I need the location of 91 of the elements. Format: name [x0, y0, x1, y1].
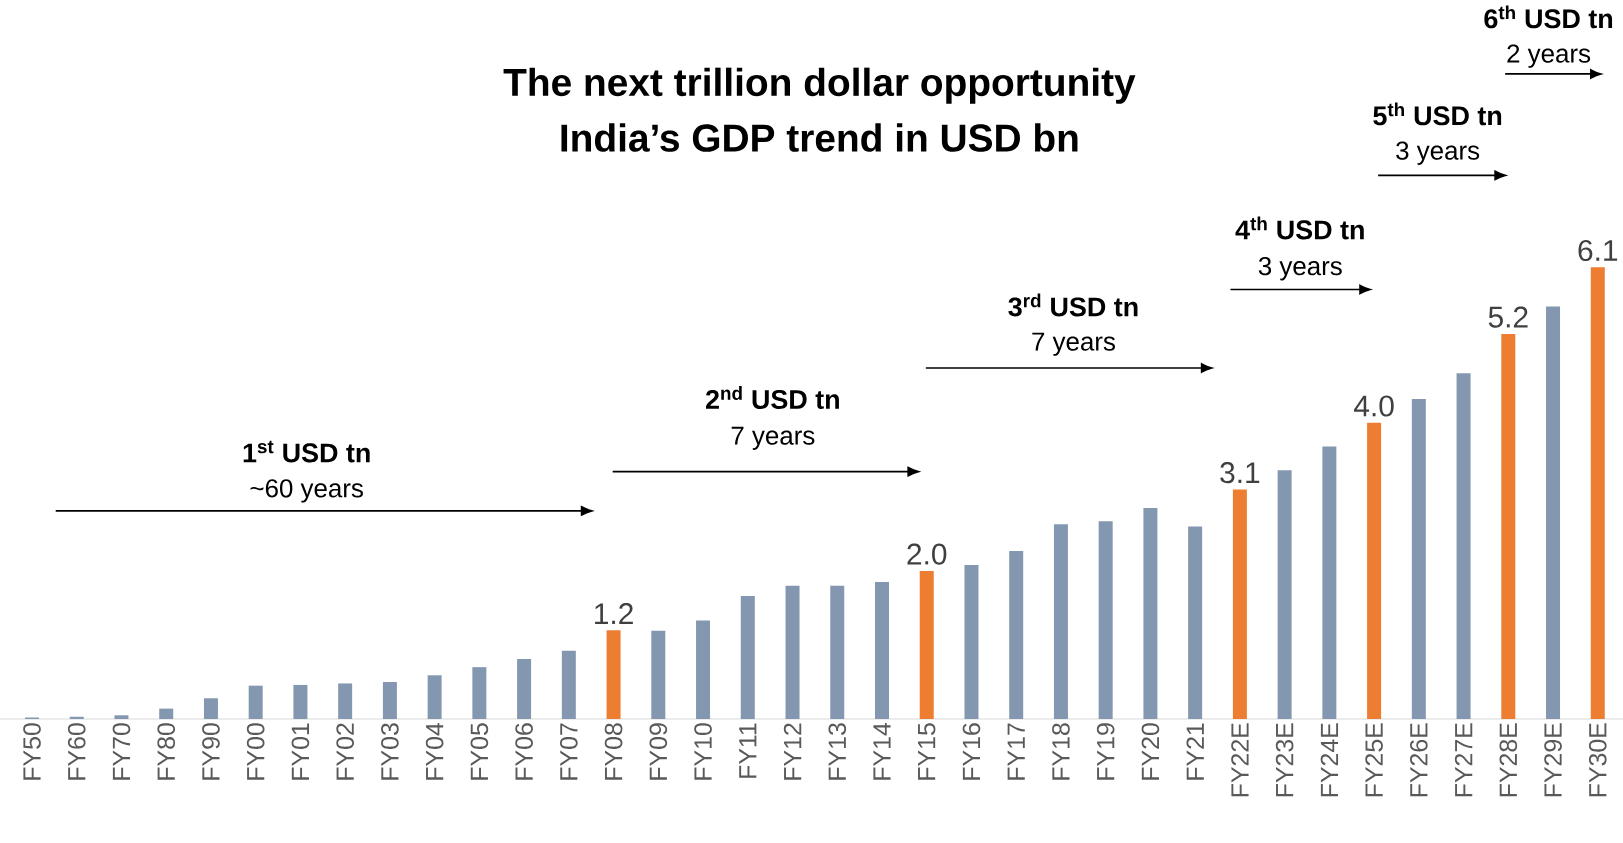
- x-tick-label: FY15: [918, 723, 936, 780]
- text: 3 years: [1396, 141, 1480, 165]
- x-tick-label: FY09: [649, 723, 668, 780]
- bar: [203, 698, 218, 719]
- x-tick-label: FY12: [783, 723, 802, 780]
- bar: [1277, 470, 1292, 719]
- bar: [338, 683, 353, 719]
- bar: [1188, 526, 1203, 719]
- x-tick-label: FY17: [1007, 723, 1025, 780]
- x-tick-label: FY06: [515, 723, 533, 780]
- x-tick-label: FY50: [23, 723, 41, 780]
- x-tick-label: FY18: [1052, 723, 1070, 780]
- bar: [696, 620, 711, 719]
- bar: [69, 716, 84, 719]
- x-tick-label: FY25E: [1365, 723, 1383, 797]
- bar: [830, 585, 845, 719]
- bar: [785, 585, 800, 719]
- bar: [606, 630, 621, 719]
- x-tick-label: FY27E: [1454, 723, 1473, 797]
- chart-subtitle: India’s GDP trend in USD bn: [561, 123, 1078, 152]
- x-tick-label: FY00: [246, 723, 265, 780]
- bar: [382, 681, 397, 719]
- bar: [1456, 373, 1471, 719]
- x-tick-label: FY03: [381, 723, 399, 780]
- bar: [1098, 521, 1113, 719]
- text: 2 years: [1507, 44, 1591, 68]
- x-tick-label: FY07: [560, 723, 578, 780]
- x-tick-label: FY16: [962, 723, 981, 780]
- bar: [472, 667, 487, 719]
- bar: [1411, 399, 1426, 719]
- data-label: 1.2: [595, 603, 633, 624]
- annotation: 3 years: [1258, 256, 1342, 281]
- bar: [427, 675, 442, 719]
- x-tick-label: FY70: [112, 723, 131, 780]
- annotation: 7 years: [731, 426, 815, 450]
- x-tick-label: FY10: [694, 723, 712, 780]
- x-tick-label: FY90: [202, 723, 220, 780]
- x-tick-label: FY20: [1141, 723, 1160, 780]
- annotation: 1$^{st}$ USD tn: [243, 440, 370, 463]
- bar: [561, 650, 576, 719]
- x-tick-label: FY21: [1186, 723, 1204, 780]
- x-tick-label: FY22E: [1231, 723, 1249, 797]
- x-tick-label: FY19: [1096, 723, 1115, 780]
- bar: [114, 715, 129, 719]
- x-tick-label: FY30E: [1588, 723, 1607, 797]
- bar: [293, 684, 308, 719]
- data-label: 2.0: [907, 543, 947, 565]
- bar: [919, 570, 934, 719]
- bar: [1501, 333, 1516, 719]
- bar: [1053, 524, 1068, 719]
- x-tick-label: FY80: [157, 723, 176, 780]
- x-tick-label: FY11: [739, 723, 757, 778]
- bar: [740, 596, 755, 719]
- annotation: 2$^{nd}$ USD tn: [705, 386, 839, 410]
- bar: [159, 708, 174, 719]
- bar: [248, 685, 263, 719]
- bar: [1322, 446, 1337, 719]
- data-label: 3.1: [1220, 462, 1260, 484]
- text: 4$^{th}$ USD tn: [1235, 216, 1364, 240]
- x-tick-label: FY04: [425, 722, 444, 780]
- bar: [1590, 267, 1605, 719]
- x-tick-label: FY23E: [1275, 723, 1294, 797]
- x-tick-label: FY14: [873, 722, 891, 780]
- bar: [874, 581, 889, 719]
- bar: [1546, 306, 1561, 719]
- bar: [1232, 489, 1247, 719]
- x-tick-label: FY01: [291, 723, 310, 780]
- x-tick-label: FY28E: [1499, 723, 1518, 797]
- x-tick-label: FY02: [336, 723, 354, 780]
- x-tick-label: FY60: [67, 723, 86, 780]
- chart-title: The next trillion dollar opportunity: [503, 67, 1136, 104]
- annotation: 7 years: [1032, 332, 1115, 356]
- bar: [964, 564, 979, 719]
- bar: [517, 659, 532, 719]
- x-tick-label: FY08: [604, 723, 623, 780]
- annotation: 3$^{rd}$ USD tn: [1008, 293, 1138, 317]
- annotation: ~60 years: [250, 479, 363, 503]
- data-label: 5.2: [1488, 306, 1528, 328]
- text: 6$^{th}$ USD tn: [1484, 5, 1613, 29]
- x-tick-label: FY26E: [1410, 723, 1428, 797]
- data-label: 6.1: [1578, 239, 1618, 262]
- bar: [651, 630, 666, 719]
- bar: [1143, 507, 1158, 719]
- x-tick-label: FY05: [470, 723, 489, 780]
- text: 5$^{th}$ USD tn: [1373, 102, 1502, 126]
- bar: [1367, 422, 1382, 719]
- x-tick-label: FY29E: [1544, 723, 1562, 797]
- x-tick-label: FY13: [828, 723, 847, 780]
- data-label: 4.0: [1354, 395, 1394, 417]
- bar: [1009, 550, 1024, 719]
- x-tick-label: FY24E: [1320, 723, 1339, 797]
